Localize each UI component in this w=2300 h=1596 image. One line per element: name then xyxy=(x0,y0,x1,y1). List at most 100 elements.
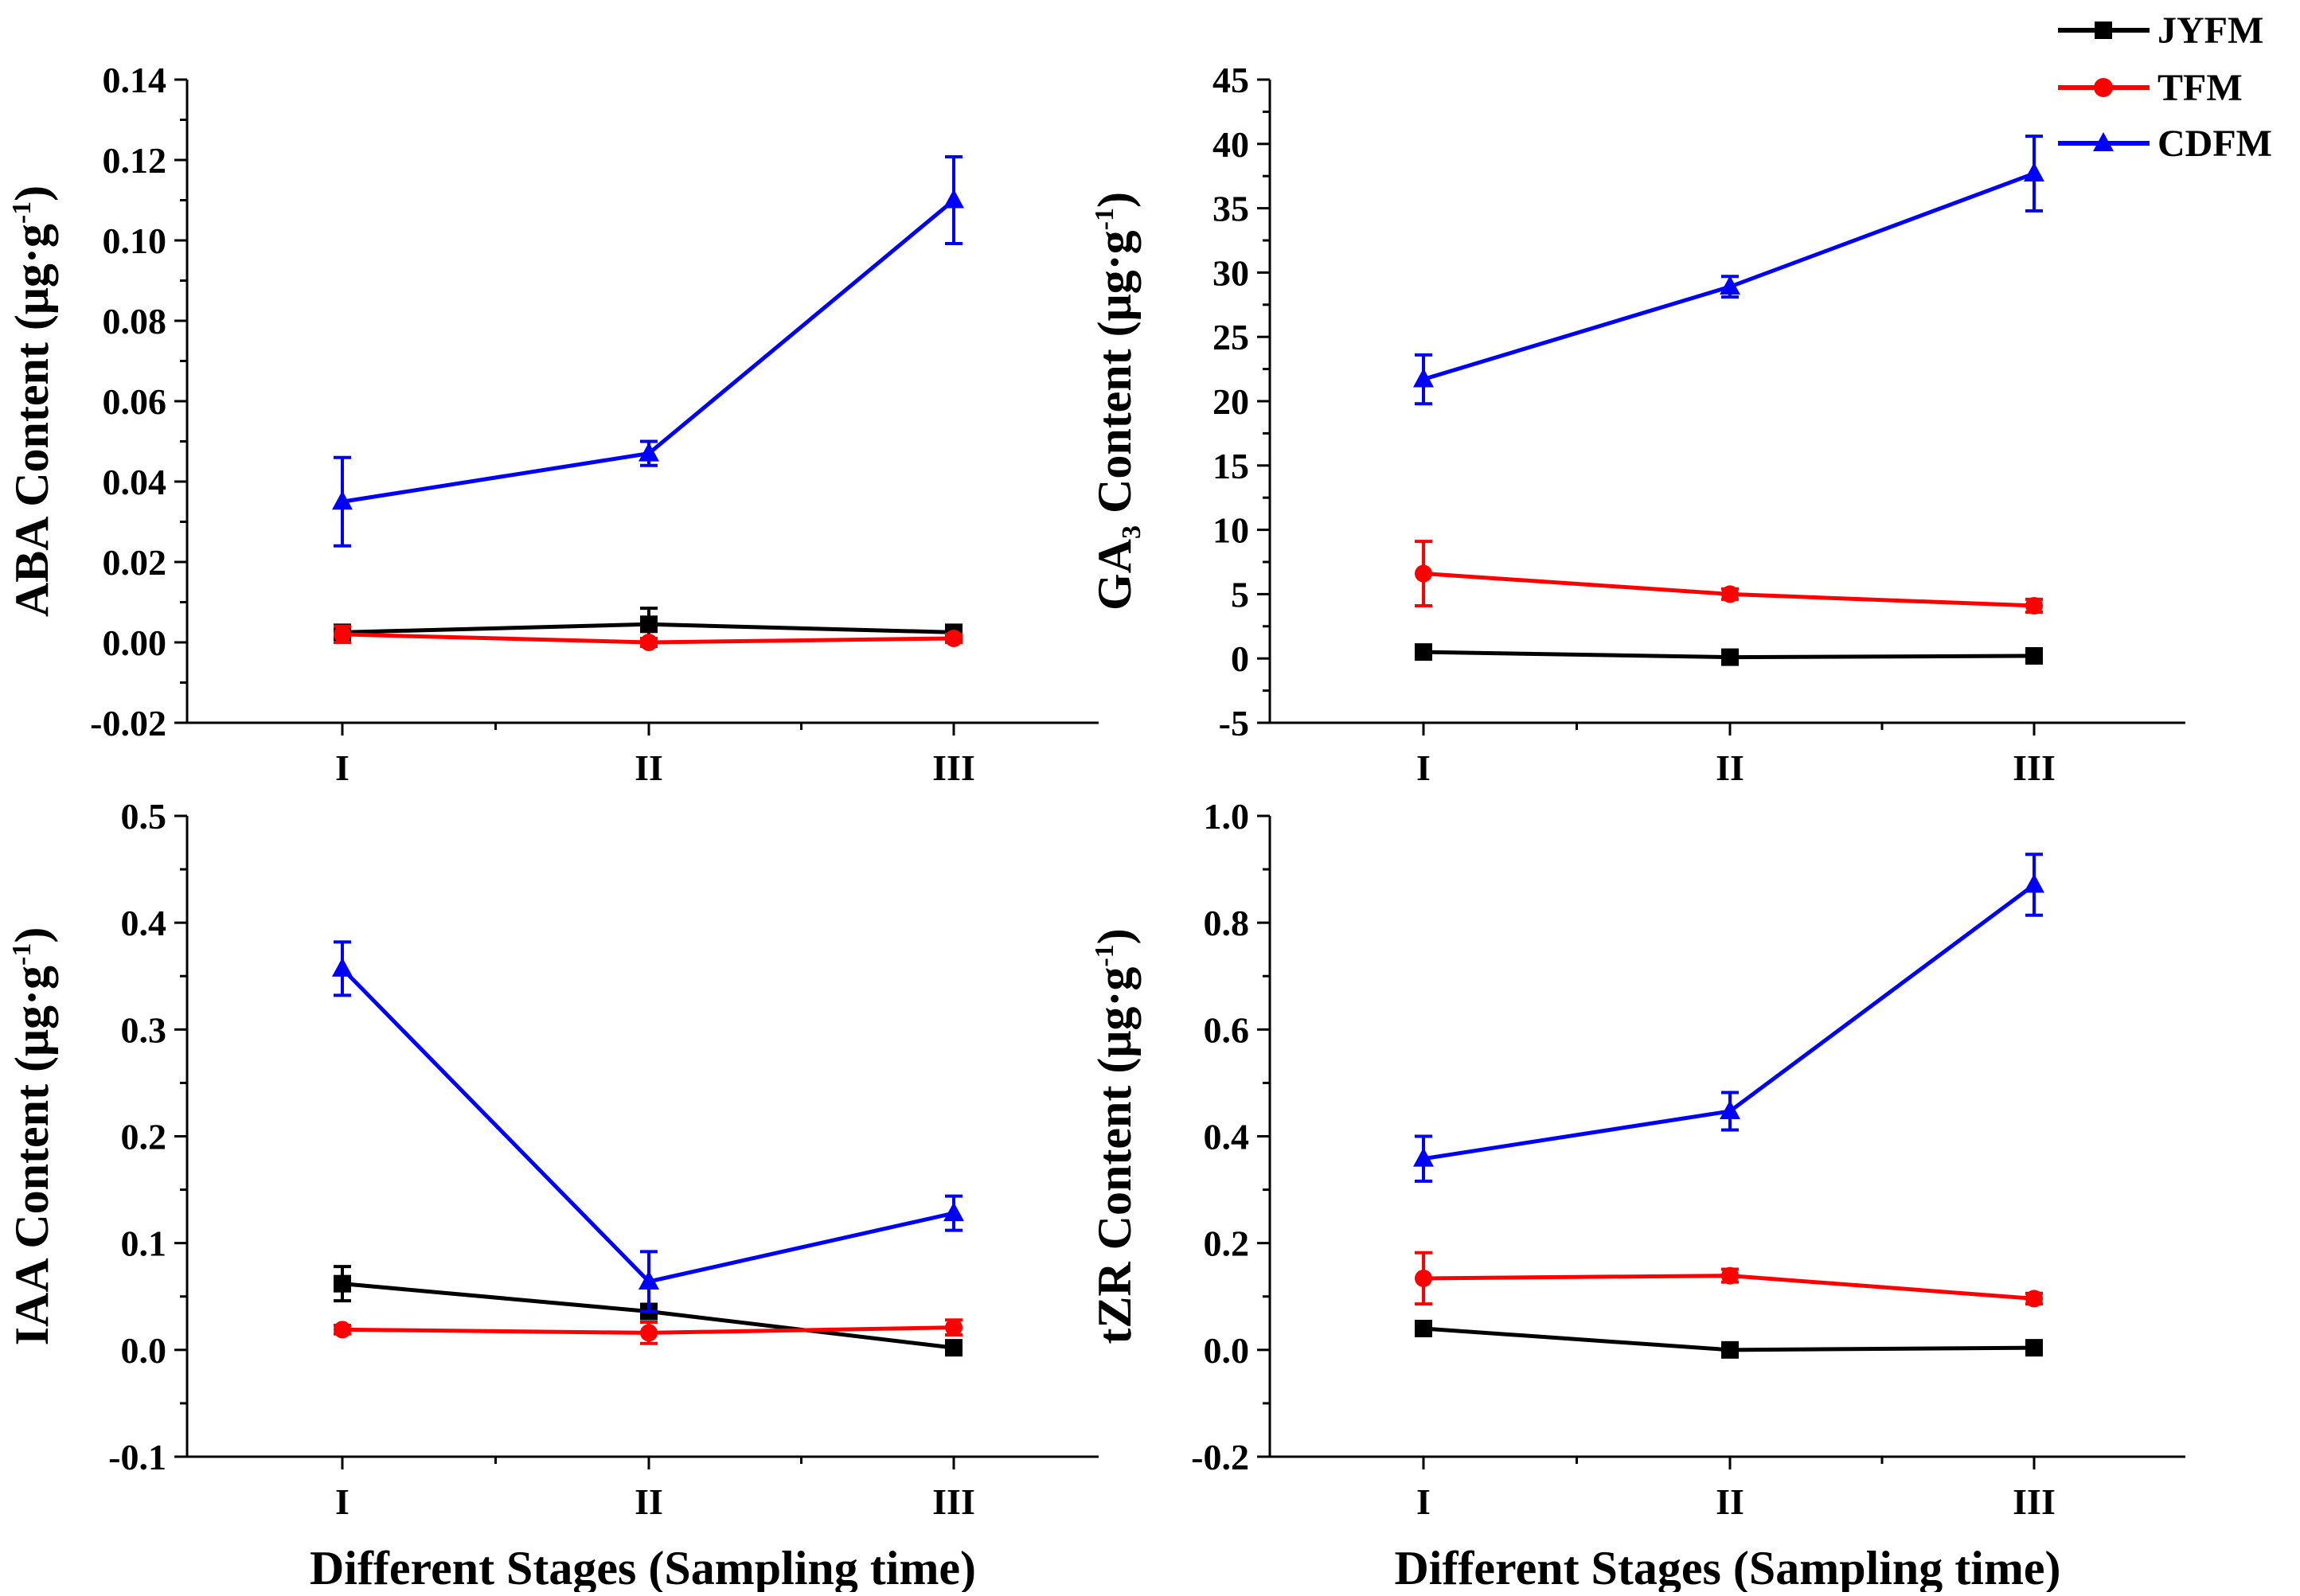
y-axis-title: GA3 Content (μg·g-1) xyxy=(1088,192,1146,611)
x-tick-label: II xyxy=(1716,1481,1744,1522)
y-tick-label: 15 xyxy=(1212,446,1249,486)
y-tick-label: -0.02 xyxy=(90,703,166,743)
legend-label-cdfm: CDFM xyxy=(2157,123,2272,165)
y-tick-label: 0.0 xyxy=(121,1330,167,1371)
y-tick-label: 0.4 xyxy=(121,903,167,943)
x-tick-label: III xyxy=(2013,1481,2056,1522)
x-tick-label: II xyxy=(635,1481,663,1522)
series-jyfm xyxy=(1415,643,2043,666)
y-tick-label: 0.4 xyxy=(1204,1117,1250,1157)
data-point xyxy=(334,625,351,643)
data-point xyxy=(1415,1320,1432,1337)
x-tick-label: III xyxy=(932,747,975,788)
data-point xyxy=(638,1270,659,1290)
y-tick-label: 25 xyxy=(1212,317,1249,357)
data-point xyxy=(945,629,963,647)
y-axis-title: IAA Content (μg·g-1) xyxy=(6,927,58,1346)
data-point xyxy=(1415,564,1432,583)
data-point xyxy=(1721,1340,1739,1359)
series-tfm xyxy=(334,1318,963,1345)
y-tick-label: 45 xyxy=(1212,60,1249,100)
y-tick-label: 0.2 xyxy=(121,1117,167,1157)
y-tick-label: 0.08 xyxy=(103,301,167,341)
data-point xyxy=(1413,368,1434,388)
y-tick-label: -5 xyxy=(1219,703,1249,743)
data-point xyxy=(1721,648,1739,666)
y-axis-title-text: Content (μg·g xyxy=(1088,230,1141,525)
legend-item-tfm: TFM xyxy=(2058,67,2243,109)
x-tick-label: I xyxy=(335,1481,349,1522)
data-point xyxy=(640,634,658,651)
y-axis-title-text: tZR Content (μg·g xyxy=(1088,967,1141,1344)
data-point xyxy=(1721,585,1739,603)
y-tick-label: 0.3 xyxy=(121,1009,167,1050)
series-cdfm xyxy=(1413,853,2044,1183)
y-tick-label: 0.14 xyxy=(103,60,167,100)
y-tick-label: 5 xyxy=(1231,574,1249,615)
data-point xyxy=(334,1321,351,1339)
y-axis-title-text: ) xyxy=(6,185,58,201)
data-point xyxy=(332,957,353,977)
y-tick-label: 1.0 xyxy=(1204,796,1250,837)
y-tick-label: 0.0 xyxy=(1204,1330,1250,1371)
series-tfm xyxy=(1415,1251,2043,1308)
data-point xyxy=(2025,596,2043,615)
y-axis-title-text: IAA Content (μg·g xyxy=(6,966,58,1345)
series-tfm xyxy=(1415,540,2043,615)
panel-aba: -0.020.000.020.040.060.080.100.120.14I II… xyxy=(6,60,1099,788)
y-axis-title-sub: 3 xyxy=(1117,525,1146,539)
x-tick-label: I xyxy=(335,747,349,788)
data-point xyxy=(943,189,964,209)
y-tick-label: -0.1 xyxy=(108,1437,166,1477)
legend-marker-cdfm xyxy=(2093,132,2114,151)
data-point xyxy=(945,1339,963,1357)
y-axis-title-sup: -1 xyxy=(7,943,37,966)
legend-item-jyfm: JYFM xyxy=(2058,10,2263,52)
y-tick-label: 0.00 xyxy=(103,622,167,663)
y-tick-label: 0.1 xyxy=(121,1223,167,1264)
data-point xyxy=(638,442,659,462)
y-tick-label: 0.12 xyxy=(103,140,167,181)
y-tick-label: 40 xyxy=(1212,124,1249,165)
data-point xyxy=(2025,1290,2043,1308)
data-point xyxy=(2025,1339,2043,1357)
y-axis-title-sup: -1 xyxy=(1090,208,1119,230)
data-point xyxy=(945,1318,963,1337)
data-point xyxy=(2025,646,2043,665)
y-axis-title-text: ) xyxy=(1088,928,1141,944)
y-axis-title-text: ABA Content (μg·g xyxy=(6,224,58,617)
y-tick-label: -0.2 xyxy=(1191,1437,1249,1477)
x-tick-label: III xyxy=(2013,747,2056,788)
data-point xyxy=(1413,1147,1434,1167)
y-tick-label: 0.5 xyxy=(121,796,167,837)
y-tick-label: 0.8 xyxy=(1204,903,1250,943)
legend-label-tfm: TFM xyxy=(2157,67,2243,109)
y-tick-label: 20 xyxy=(1212,381,1249,422)
y-tick-label: 30 xyxy=(1212,252,1249,293)
y-axis-title: ABA Content (μg·g-1) xyxy=(6,185,58,617)
y-tick-label: 0.10 xyxy=(103,220,167,261)
series-line xyxy=(341,967,955,1284)
y-axis-title: tZR Content (μg·g-1) xyxy=(1088,928,1141,1344)
data-point xyxy=(2024,873,2044,893)
x-tick-label: I xyxy=(1416,747,1431,788)
x-tick-label: I xyxy=(1416,1481,1431,1522)
y-tick-label: 0.04 xyxy=(103,462,167,502)
y-tick-label: 35 xyxy=(1212,189,1249,229)
series-cdfm xyxy=(332,154,964,548)
y-tick-label: 0.6 xyxy=(1204,1009,1250,1050)
y-axis-title-text: ) xyxy=(1088,192,1141,208)
x-axis-title: Different Stages (Sampling time) xyxy=(310,1542,976,1592)
x-tick-label: II xyxy=(1716,747,1744,788)
y-tick-label: 10 xyxy=(1212,510,1249,551)
y-tick-label: 0 xyxy=(1231,638,1249,679)
series-tfm xyxy=(334,624,963,651)
data-point xyxy=(1721,1266,1739,1285)
data-point xyxy=(2024,162,2044,181)
y-axis-title-sup: -1 xyxy=(7,201,37,224)
